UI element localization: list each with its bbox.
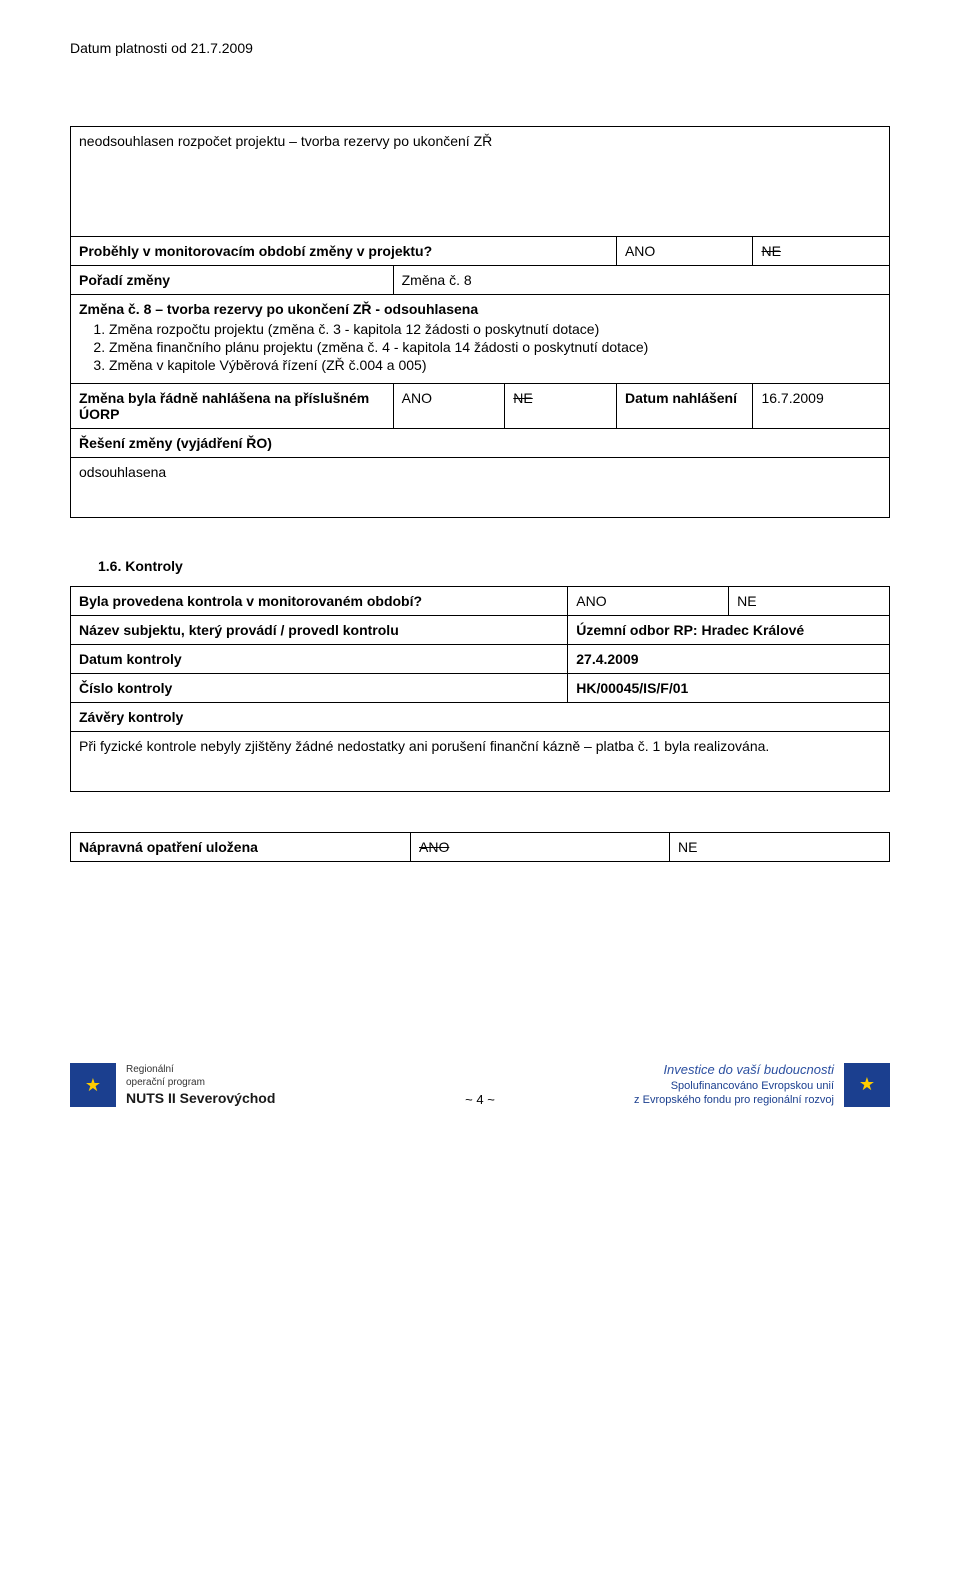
control-no: NE xyxy=(729,587,890,616)
control-yes: ANO xyxy=(568,587,729,616)
reported-label: Změna byla řádně nahlášena na příslušném… xyxy=(71,384,394,429)
eu-flag-icon-right: ★ xyxy=(844,1063,890,1107)
control-number-label: Číslo kontroly xyxy=(71,674,568,703)
eu-stars-icon: ★ xyxy=(70,1063,116,1107)
footer-left-l3: NUTS II Severovýchod xyxy=(126,1089,275,1107)
page-footer: ★ Regionální operační program NUTS II Se… xyxy=(70,1062,890,1107)
footer-right-text: Investice do vaší budoucnosti Spolufinan… xyxy=(634,1062,834,1107)
control-number-value: HK/00045/IS/F/01 xyxy=(568,674,890,703)
row-summary: neodsouhlasen rozpočet projektu – tvorba… xyxy=(71,127,890,237)
answer-yes: ANO xyxy=(616,237,753,266)
change-item-1: Změna rozpočtu projektu (změna č. 3 - ka… xyxy=(109,321,881,337)
eu-stars-icon-right: ★ xyxy=(844,1063,890,1107)
reported-date: 16.7.2009 xyxy=(753,384,890,429)
order-value: Změna č. 8 xyxy=(393,266,889,295)
conclusions-text: Při fyzické kontrole nebyly zjištěny žád… xyxy=(71,732,890,792)
change-item-2: Změna finančního plánu projektu (změna č… xyxy=(109,339,881,355)
remedial-table: Nápravná opatření uložena ANO NE xyxy=(70,832,890,862)
controls-table: Byla provedena kontrola v monitorovaném … xyxy=(70,586,890,792)
control-date-label: Datum kontroly xyxy=(71,645,568,674)
resolution-label: Řešení změny (vyjádření ŘO) xyxy=(71,429,890,458)
change-item-3: Změna v kapitole Výběrová řízení (ZŘ č.0… xyxy=(109,357,881,373)
change-title: Změna č. 8 – tvorba rezervy po ukončení … xyxy=(79,301,478,317)
question-changes: Proběhly v monitorovacím období změny v … xyxy=(71,237,617,266)
footer-right-t2: Spolufinancováno Evropskou unií xyxy=(634,1079,834,1093)
remedial-no: NE xyxy=(670,833,890,862)
footer-left-text: Regionální operační program NUTS II Seve… xyxy=(126,1063,275,1107)
reported-no: NE xyxy=(505,384,617,429)
conclusions-label: Závěry kontroly xyxy=(71,703,890,732)
change-details: Změna č. 8 – tvorba rezervy po ukončení … xyxy=(71,295,890,384)
subject-value: Územní odbor RP: Hradec Králové xyxy=(568,616,890,645)
remedial-yes: ANO xyxy=(411,833,670,862)
footer-right-t1: Investice do vaší budoucnosti xyxy=(634,1062,834,1079)
eu-flag-icon: ★ xyxy=(70,1063,116,1107)
reported-yes: ANO xyxy=(393,384,505,429)
control-question: Byla provedena kontrola v monitorovaném … xyxy=(71,587,568,616)
page-number: ~ 4 ~ xyxy=(465,1092,495,1107)
order-label: Pořadí změny xyxy=(71,266,394,295)
resolution-value: odsouhlasena xyxy=(71,458,890,518)
footer-right-t3: z Evropského fondu pro regionální rozvoj xyxy=(634,1093,834,1107)
header-date: Datum platnosti od 21.7.2009 xyxy=(70,40,890,56)
change-list: Změna rozpočtu projektu (změna č. 3 - ka… xyxy=(109,321,881,373)
footer-left-l2: operační program xyxy=(126,1076,275,1089)
subject-label: Název subjektu, který provádí / provedl … xyxy=(71,616,568,645)
section-controls-title: 1.6. Kontroly xyxy=(98,558,890,574)
footer-left-l1: Regionální xyxy=(126,1063,275,1076)
reported-date-label: Datum nahlášení xyxy=(616,384,753,429)
changes-table: neodsouhlasen rozpočet projektu – tvorba… xyxy=(70,126,890,518)
control-date-value: 27.4.2009 xyxy=(568,645,890,674)
footer-right: Investice do vaší budoucnosti Spolufinan… xyxy=(634,1062,890,1107)
footer-left: ★ Regionální operační program NUTS II Se… xyxy=(70,1063,275,1107)
answer-no: NE xyxy=(753,237,890,266)
remedial-label: Nápravná opatření uložena xyxy=(71,833,411,862)
